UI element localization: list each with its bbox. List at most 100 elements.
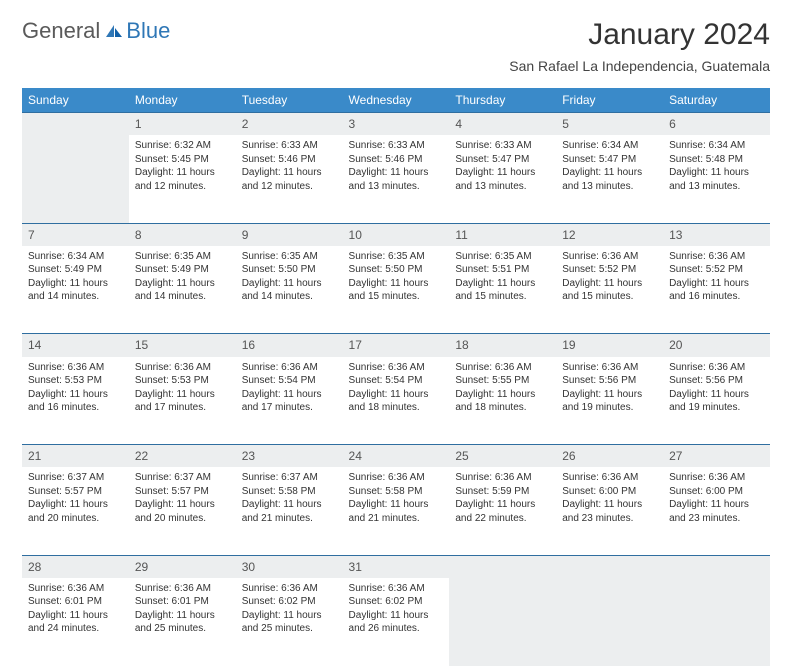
daylight2-text: and 23 minutes. (669, 512, 764, 526)
day-cell (663, 578, 770, 666)
daylight2-text: and 25 minutes. (242, 622, 337, 636)
daynum-row: 78910111213 (22, 223, 770, 246)
day-number: 14 (22, 334, 129, 357)
sunset-text: Sunset: 5:52 PM (562, 263, 657, 277)
day-number: 10 (343, 223, 450, 246)
logo-text-blue: Blue (126, 18, 170, 44)
daynum-row: 21222324252627 (22, 445, 770, 468)
day-number: 5 (556, 113, 663, 136)
sunset-text: Sunset: 5:58 PM (242, 485, 337, 499)
sunrise-text: Sunrise: 6:32 AM (135, 139, 230, 153)
sunset-text: Sunset: 5:47 PM (562, 153, 657, 167)
daylight1-text: Daylight: 11 hours (28, 498, 123, 512)
sunrise-text: Sunrise: 6:36 AM (349, 361, 444, 375)
daylight2-text: and 21 minutes. (349, 512, 444, 526)
detail-row: Sunrise: 6:32 AMSunset: 5:45 PMDaylight:… (22, 135, 770, 223)
daylight1-text: Daylight: 11 hours (135, 388, 230, 402)
sunrise-text: Sunrise: 6:36 AM (28, 582, 123, 596)
daylight1-text: Daylight: 11 hours (562, 388, 657, 402)
location-subtitle: San Rafael La Independencia, Guatemala (509, 58, 770, 74)
sunset-text: Sunset: 5:58 PM (349, 485, 444, 499)
daylight2-text: and 12 minutes. (242, 180, 337, 194)
detail-row: Sunrise: 6:37 AMSunset: 5:57 PMDaylight:… (22, 467, 770, 555)
day-number: 7 (22, 223, 129, 246)
day-number: 31 (343, 555, 450, 578)
sunrise-text: Sunrise: 6:37 AM (242, 471, 337, 485)
daylight2-text: and 19 minutes. (562, 401, 657, 415)
day-number: 15 (129, 334, 236, 357)
day-cell: Sunrise: 6:35 AMSunset: 5:49 PMDaylight:… (129, 246, 236, 334)
calendar-header: SundayMondayTuesdayWednesdayThursdayFrid… (22, 88, 770, 113)
day-cell: Sunrise: 6:36 AMSunset: 6:00 PMDaylight:… (663, 467, 770, 555)
day-number: 8 (129, 223, 236, 246)
daylight1-text: Daylight: 11 hours (669, 388, 764, 402)
day-cell: Sunrise: 6:36 AMSunset: 5:58 PMDaylight:… (343, 467, 450, 555)
day-cell: Sunrise: 6:37 AMSunset: 5:58 PMDaylight:… (236, 467, 343, 555)
day-number: 23 (236, 445, 343, 468)
daylight1-text: Daylight: 11 hours (669, 166, 764, 180)
sunset-text: Sunset: 6:01 PM (135, 595, 230, 609)
daylight1-text: Daylight: 11 hours (242, 166, 337, 180)
day-number: 4 (449, 113, 556, 136)
day-number: 22 (129, 445, 236, 468)
daylight2-text: and 14 minutes. (28, 290, 123, 304)
sunrise-text: Sunrise: 6:36 AM (349, 471, 444, 485)
day-cell: Sunrise: 6:36 AMSunset: 6:00 PMDaylight:… (556, 467, 663, 555)
sunset-text: Sunset: 5:46 PM (349, 153, 444, 167)
day-number: 3 (343, 113, 450, 136)
calendar-table: SundayMondayTuesdayWednesdayThursdayFrid… (22, 88, 770, 666)
daylight2-text: and 13 minutes. (562, 180, 657, 194)
day-cell: Sunrise: 6:36 AMSunset: 5:54 PMDaylight:… (343, 357, 450, 445)
daylight2-text: and 15 minutes. (455, 290, 550, 304)
daylight2-text: and 25 minutes. (135, 622, 230, 636)
daylight2-text: and 16 minutes. (669, 290, 764, 304)
day-cell: Sunrise: 6:35 AMSunset: 5:50 PMDaylight:… (343, 246, 450, 334)
sunrise-text: Sunrise: 6:33 AM (242, 139, 337, 153)
sunset-text: Sunset: 5:46 PM (242, 153, 337, 167)
daylight1-text: Daylight: 11 hours (242, 388, 337, 402)
day-cell (556, 578, 663, 666)
sunrise-text: Sunrise: 6:33 AM (349, 139, 444, 153)
sunrise-text: Sunrise: 6:36 AM (669, 361, 764, 375)
daynum-row: 14151617181920 (22, 334, 770, 357)
daylight2-text: and 17 minutes. (135, 401, 230, 415)
header: General Blue January 2024 San Rafael La … (22, 18, 770, 82)
daylight2-text: and 13 minutes. (349, 180, 444, 194)
sunset-text: Sunset: 6:01 PM (28, 595, 123, 609)
weekday-header: Thursday (449, 88, 556, 113)
sunrise-text: Sunrise: 6:36 AM (562, 250, 657, 264)
daylight2-text: and 16 minutes. (28, 401, 123, 415)
daylight1-text: Daylight: 11 hours (28, 277, 123, 291)
day-number: 13 (663, 223, 770, 246)
daylight1-text: Daylight: 11 hours (455, 166, 550, 180)
sunset-text: Sunset: 6:00 PM (562, 485, 657, 499)
day-number: 9 (236, 223, 343, 246)
daylight2-text: and 18 minutes. (349, 401, 444, 415)
sunset-text: Sunset: 5:51 PM (455, 263, 550, 277)
sunrise-text: Sunrise: 6:35 AM (349, 250, 444, 264)
sunrise-text: Sunrise: 6:37 AM (28, 471, 123, 485)
day-cell: Sunrise: 6:36 AMSunset: 5:52 PMDaylight:… (556, 246, 663, 334)
sunrise-text: Sunrise: 6:36 AM (135, 361, 230, 375)
sunrise-text: Sunrise: 6:37 AM (135, 471, 230, 485)
day-number: 29 (129, 555, 236, 578)
daylight1-text: Daylight: 11 hours (349, 166, 444, 180)
daylight2-text: and 15 minutes. (349, 290, 444, 304)
daylight1-text: Daylight: 11 hours (135, 498, 230, 512)
day-number: 17 (343, 334, 450, 357)
day-cell: Sunrise: 6:36 AMSunset: 6:01 PMDaylight:… (22, 578, 129, 666)
daylight1-text: Daylight: 11 hours (242, 277, 337, 291)
sunrise-text: Sunrise: 6:35 AM (135, 250, 230, 264)
day-number (22, 113, 129, 136)
day-number: 26 (556, 445, 663, 468)
weekday-header: Monday (129, 88, 236, 113)
sunrise-text: Sunrise: 6:35 AM (242, 250, 337, 264)
day-number: 2 (236, 113, 343, 136)
daylight1-text: Daylight: 11 hours (562, 277, 657, 291)
sunrise-text: Sunrise: 6:36 AM (28, 361, 123, 375)
day-cell: Sunrise: 6:32 AMSunset: 5:45 PMDaylight:… (129, 135, 236, 223)
daylight1-text: Daylight: 11 hours (28, 609, 123, 623)
day-cell: Sunrise: 6:36 AMSunset: 5:54 PMDaylight:… (236, 357, 343, 445)
daylight2-text: and 20 minutes. (28, 512, 123, 526)
detail-row: Sunrise: 6:36 AMSunset: 6:01 PMDaylight:… (22, 578, 770, 666)
